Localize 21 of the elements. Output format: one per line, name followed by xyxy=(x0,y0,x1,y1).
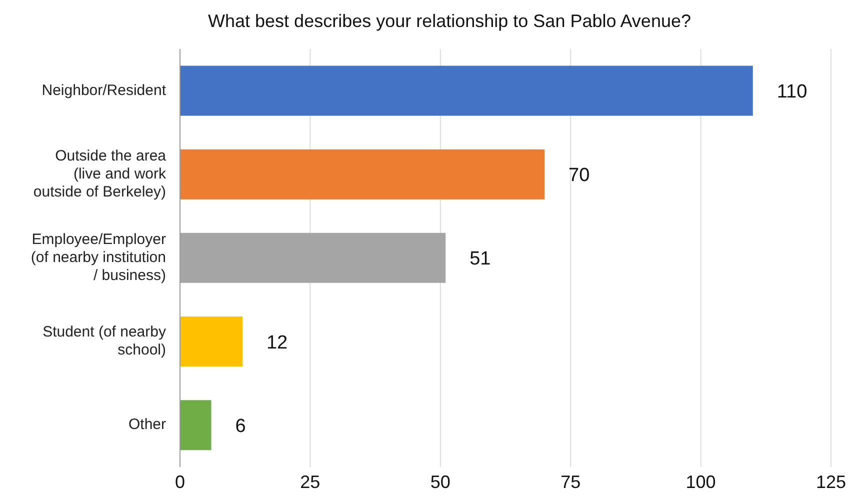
y-tick-label: Employee/Employer (of nearby institution / business) xyxy=(30,230,166,284)
bar xyxy=(180,316,242,367)
y-tick-label: Neighbor/Resident xyxy=(42,82,167,99)
x-tick-label: 125 xyxy=(816,472,846,492)
data-label: 12 xyxy=(266,332,288,354)
y-tick-label: Outside the area (live and work outside of Berkeley) xyxy=(33,147,167,200)
y-tick-label: Student (of nearby school) xyxy=(42,324,166,359)
data-label: 70 xyxy=(568,165,590,186)
x-tick-label: 50 xyxy=(430,472,450,492)
data-label: 51 xyxy=(470,248,491,270)
x-tick-label: 25 xyxy=(300,472,320,492)
x-tick-label: 100 xyxy=(686,472,716,492)
data-label: 110 xyxy=(776,81,808,102)
bar xyxy=(180,400,212,450)
bar xyxy=(180,66,753,116)
bar xyxy=(180,149,545,200)
data-label: 6 xyxy=(235,416,246,437)
y-tick-label: Other xyxy=(128,416,166,434)
chart-title: What best describes your relationship to San Pablo Avenue? xyxy=(207,10,692,33)
x-tick-label: 75 xyxy=(560,472,581,492)
x-tick-label: 0 xyxy=(174,472,186,492)
